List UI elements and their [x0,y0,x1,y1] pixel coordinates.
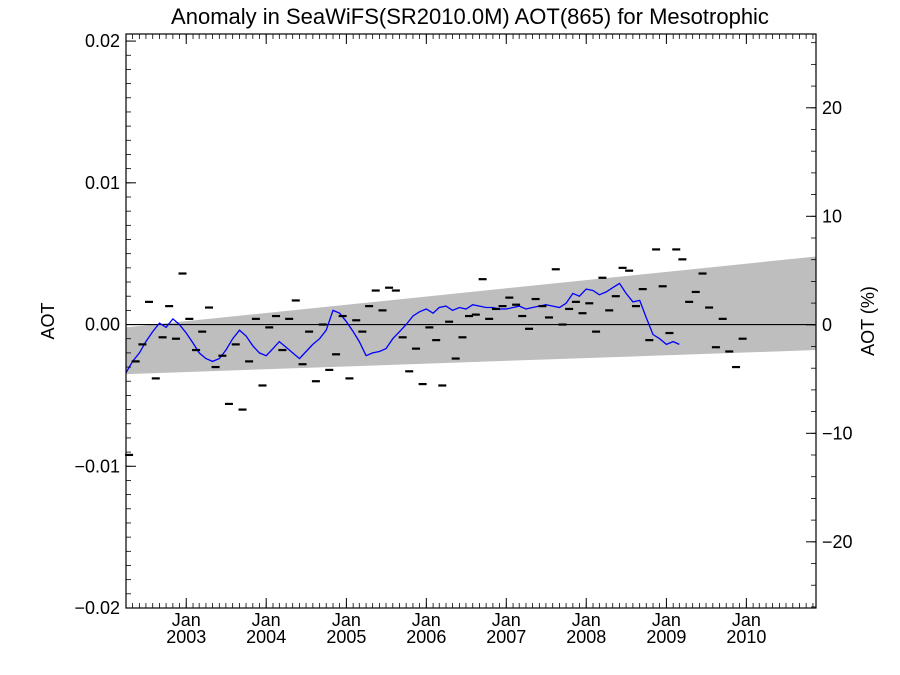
x-tick-label-year: 2003 [166,627,206,647]
y-tick-label-left: 0.00 [85,315,120,335]
axes-layer [125,33,817,609]
y-tick-label-right: 20 [822,98,842,118]
series-layer [125,282,680,374]
x-tick-label-year: 2009 [646,627,686,647]
x-tick-label-month: Jan [732,610,761,630]
y-tick-label-left: −0.01 [74,456,120,476]
y-tick-label-left: 0.02 [85,31,120,51]
x-tick-label-month: Jan [252,610,281,630]
x-tick-label-year: 2010 [726,627,766,647]
chart-title: Anomaly in SeaWiFS(SR2010.0M) AOT(865) f… [171,4,769,29]
x-tick-label-month: Jan [492,610,521,630]
y-tick-label-left: −0.02 [74,598,120,618]
y-tick-label-right: −10 [822,423,853,443]
y-axis-label-right: AOT (%) [858,286,878,356]
x-tick-label-month: Jan [652,610,681,630]
x-tick-label-month: Jan [412,610,441,630]
smoothed-series-line [125,282,680,374]
y-tick-label-right: −20 [822,532,853,552]
y-tick-label-right: 10 [822,206,842,226]
x-tick-label-year: 2006 [406,627,446,647]
labels-layer: 0.020.010.00−0.01−0.0220100−10−20Jan2003… [74,31,852,647]
x-tick-label-month: Jan [172,610,201,630]
x-tick-label-month: Jan [572,610,601,630]
ticks-layer [125,34,816,609]
x-tick-label-year: 2007 [486,627,526,647]
y-tick-label-right: 0 [822,315,832,335]
y-tick-label-left: 0.01 [85,173,120,193]
x-tick-label-year: 2008 [566,627,606,647]
y-axis-label-left: AOT [38,302,58,339]
plot-frame [125,33,817,609]
points-layer [125,248,747,457]
x-tick-label-month: Jan [332,610,361,630]
x-tick-label-year: 2004 [246,627,286,647]
x-tick-label-year: 2005 [326,627,366,647]
